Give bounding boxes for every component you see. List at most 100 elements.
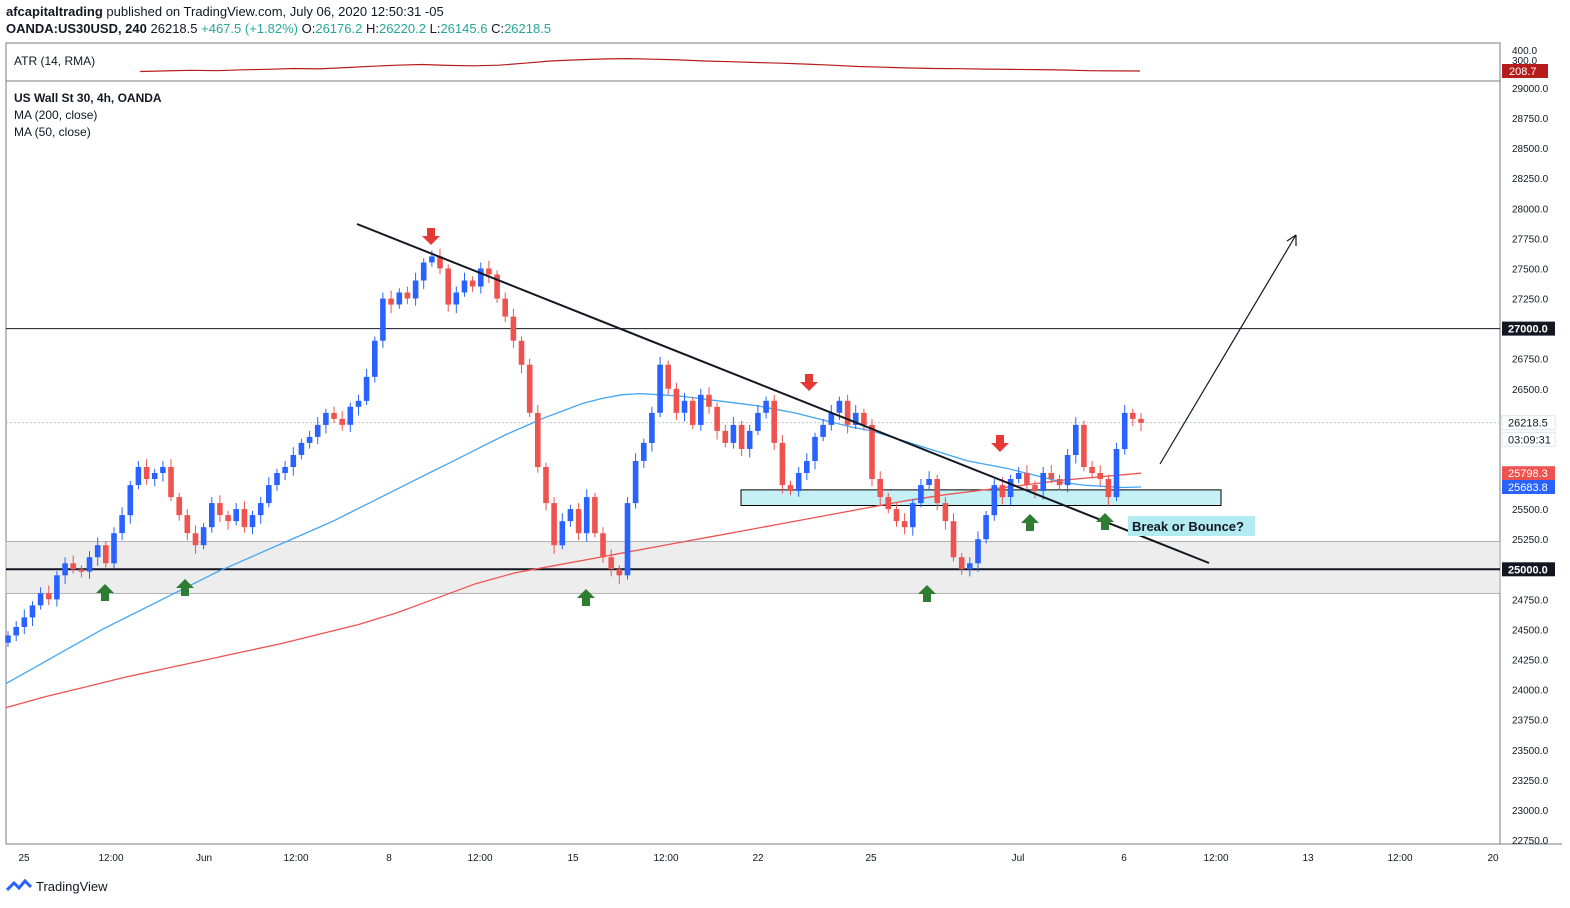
time-axis-tick: 25 <box>18 853 30 864</box>
price-axis-tick: 23750.0 <box>1512 716 1549 727</box>
candle-body <box>567 509 574 522</box>
candle-body <box>54 575 60 600</box>
candle-body <box>266 485 272 504</box>
candle-body <box>771 400 777 443</box>
candle-body <box>926 479 932 485</box>
candle-body <box>575 509 582 534</box>
up-arrow-icon <box>918 585 936 602</box>
price-badge-label-level: 27000.0 <box>1508 324 1548 336</box>
candle-body <box>657 364 663 413</box>
publish-info: published on TradingView.com, July 06, 2… <box>106 4 444 19</box>
price-axis-tick: 29000.0 <box>1512 84 1549 95</box>
candle-body <box>445 268 451 305</box>
price-axis-tick: 27750.0 <box>1512 234 1549 245</box>
candle-body <box>583 497 590 534</box>
candle-body <box>453 292 460 305</box>
candle-body <box>934 479 940 504</box>
candle-body <box>78 569 85 572</box>
up-arrow-icon <box>1021 514 1039 531</box>
series-legend: US Wall St 30, 4h, OANDA <box>14 91 162 105</box>
candle-body <box>1081 424 1087 467</box>
candle-body <box>543 467 549 504</box>
candle-body <box>665 364 671 389</box>
low-label: L: <box>429 21 441 36</box>
candle-body <box>192 533 199 546</box>
candle-body <box>616 569 623 576</box>
price-badge-level <box>1502 321 1555 336</box>
candle-body <box>958 557 965 570</box>
candle-body <box>314 424 321 437</box>
candle-body <box>730 424 737 443</box>
candle-body <box>396 292 403 305</box>
time-axis-tick: 20 <box>1487 853 1499 864</box>
candle-body <box>13 627 19 636</box>
price-axis-tick: 22750.0 <box>1512 836 1549 847</box>
candle-body <box>209 503 215 528</box>
ohlc-line: OANDA:US30USD, 240 26218.5 +467.5 (+1.82… <box>6 21 551 36</box>
retest-zone <box>740 489 1222 507</box>
up-arrow-icon <box>96 584 114 601</box>
tradingview-logo[interactable]: TradingView <box>6 878 108 894</box>
candle-body <box>746 430 753 449</box>
up-arrow-icon <box>176 579 194 596</box>
ma200-line <box>5 472 1142 709</box>
candle-body <box>62 563 68 576</box>
open-value: 26176.2 <box>315 21 363 36</box>
candle-body <box>999 485 1006 498</box>
candle-body <box>526 364 533 413</box>
candle-body <box>608 557 614 570</box>
candle-body <box>306 436 313 443</box>
candle-body <box>486 268 492 275</box>
atr-axis-tick: 300.0 <box>1512 56 1537 67</box>
price-axis-tick: 25500.0 <box>1512 505 1549 516</box>
candle-body <box>331 412 337 419</box>
candle-body <box>323 412 329 425</box>
candle-body <box>388 298 394 305</box>
candle-body <box>1064 455 1071 486</box>
candle-body <box>681 400 688 413</box>
projection-arrow-head <box>1286 234 1297 246</box>
publish-line: afcapitaltrading published on TradingVie… <box>6 4 444 19</box>
candle-body <box>5 635 11 643</box>
price-axis-tick: 26500.0 <box>1512 385 1549 396</box>
price-axis-tick: 23000.0 <box>1512 806 1549 817</box>
candle-body <box>241 509 248 528</box>
time-axis-tick: 12:00 <box>98 853 123 864</box>
candle-body <box>804 461 810 473</box>
candle-body <box>901 521 908 528</box>
author-name[interactable]: afcapitaltrading <box>6 4 103 19</box>
time-axis-tick: 12:00 <box>283 853 308 864</box>
candle-body <box>1130 412 1136 419</box>
time-axis-tick: 22 <box>752 853 764 864</box>
candle-body <box>559 521 566 546</box>
atr-axis-tick: 400.0 <box>1512 46 1537 57</box>
projection-arrow-line <box>1159 234 1297 465</box>
price-axis-tick: 28000.0 <box>1512 204 1549 215</box>
candle-body <box>494 274 500 299</box>
price-badge-ma50 <box>1502 480 1555 494</box>
candle-body <box>469 280 476 287</box>
candle-body <box>510 316 517 341</box>
low-value: 26145.6 <box>440 21 488 36</box>
candle-body <box>355 400 362 407</box>
price-axis-tick: 27500.0 <box>1512 264 1549 275</box>
candle-body <box>1097 473 1103 479</box>
candle-body <box>502 298 508 317</box>
candle-body <box>1007 479 1014 497</box>
candle-body <box>967 563 973 570</box>
price-axis-tick: 28500.0 <box>1512 144 1549 155</box>
candle-body <box>885 497 892 510</box>
candle-body <box>551 503 557 546</box>
candle-body <box>836 400 843 413</box>
time-axis-tick: 25 <box>865 853 877 864</box>
break-or-bounce-label: Break or Bounce? <box>1132 519 1244 534</box>
candle-body <box>722 430 729 443</box>
candle-body <box>29 605 36 618</box>
candle-body <box>200 527 207 546</box>
candle-body <box>910 503 916 528</box>
close-label: C: <box>491 21 505 36</box>
candle-body <box>372 340 378 377</box>
candle-body <box>420 262 427 281</box>
time-axis-tick: 12:00 <box>1387 853 1412 864</box>
